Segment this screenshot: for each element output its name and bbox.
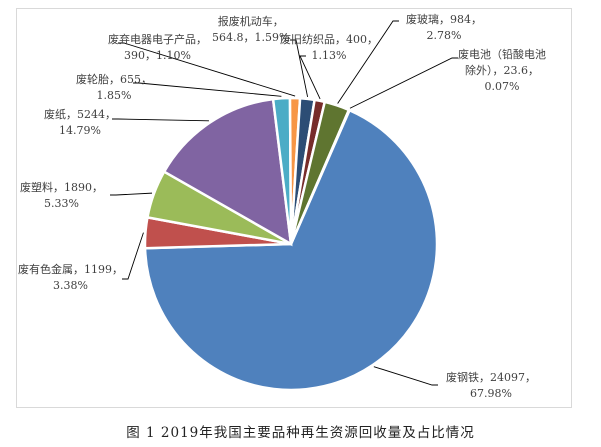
- pie-slice-3: [162, 97, 293, 247]
- leader-lines: [110, 20, 458, 386]
- label-textile: 废旧纺织品，400， 1.13%: [280, 33, 378, 62]
- leader-line-0: [373, 366, 438, 386]
- leader-line-3: [112, 118, 209, 122]
- label-glass: 废玻璃，984， 2.78%: [406, 13, 482, 42]
- label-ewaste: 废弃电器电子产品， 390，1.10%: [108, 33, 207, 62]
- leader-line-8: [337, 20, 399, 104]
- label-nonferrous: 废有色金属，1199， 3.38%: [18, 263, 123, 292]
- pie-slices: [143, 96, 439, 392]
- leader-line-9: [349, 57, 458, 109]
- label-battery: 废电池（铅酸电池 除外），23.6， 0.07%: [458, 48, 546, 93]
- leader-line-2: [110, 192, 153, 196]
- leader-line-5: [118, 42, 296, 97]
- label-plastic: 废塑料，1890， 5.33%: [20, 181, 103, 210]
- leader-line-6: [290, 39, 309, 98]
- pie-slice-0: [143, 108, 439, 392]
- leader-line-4: [133, 82, 282, 97]
- label-steel: 废钢铁，24097， 67.98%: [446, 371, 536, 400]
- leader-line-7: [299, 55, 321, 100]
- pie-slice-9: [289, 108, 352, 245]
- label-tire: 废轮胎，655， 1.85%: [76, 73, 152, 102]
- leader-line-1: [122, 232, 144, 280]
- label-vehicle: 报废机动车， 564.8，1.59%: [212, 15, 290, 44]
- figure-caption: 图 1 2019年我国主要品种再生资源回收量及占比情况: [126, 425, 475, 441]
- label-paper: 废纸，5244， 14.79%: [44, 108, 116, 137]
